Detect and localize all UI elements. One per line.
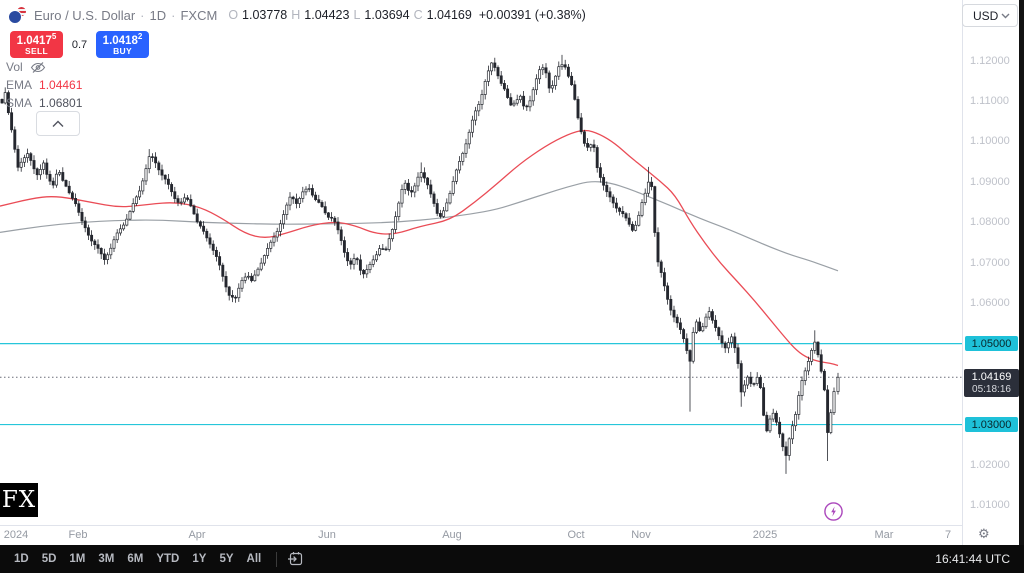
price-tick-label: 1.01000 — [970, 499, 1010, 512]
time-tick-label[interactable]: Apr — [188, 529, 206, 541]
time-axis[interactable]: 2024 Feb Apr Jun Aug Oct Nov 2025 Mar 7 — [0, 525, 1019, 545]
window-edge — [1019, 0, 1024, 545]
time-tick-label[interactable]: 2024 — [3, 529, 29, 541]
sell-button[interactable]: 1.04175 SELL — [10, 31, 63, 58]
level-price-label: 1.03000 — [965, 417, 1018, 433]
price-axis[interactable]: 1.04169 05:18:16 1.12000 1.11000 1.10000 1.… — [962, 0, 1019, 545]
range-button-1d[interactable]: 1D — [14, 553, 29, 565]
level-price-label: 1.05000 — [965, 336, 1018, 352]
candlestick-chart[interactable] — [0, 0, 962, 525]
lightning-event-icon[interactable] — [823, 501, 844, 522]
gear-icon[interactable]: ⚙ — [978, 527, 990, 542]
sma-value: 1.06801 — [39, 96, 83, 110]
symbol-title[interactable]: Euro / U.S. Dollar — [34, 7, 136, 23]
current-price-value: 1.04169 — [971, 370, 1012, 383]
exchange-label[interactable]: FXCM — [180, 7, 218, 23]
time-tick-label[interactable]: Nov — [631, 529, 651, 541]
sma-legend-row[interactable]: SMA 1.06801 — [6, 94, 82, 112]
buy-price-fraction: 2 — [137, 32, 143, 42]
chevron-down-icon — [1001, 13, 1010, 18]
header-separator: · — [140, 7, 145, 23]
low-value: 1.03694 — [364, 8, 410, 22]
price-tick-label: 1.07000 — [970, 256, 1010, 269]
header-separator: · — [171, 7, 176, 23]
interval-label[interactable]: 1D — [149, 7, 167, 23]
price-tick-label: 1.08000 — [970, 216, 1010, 229]
high-key: H — [291, 8, 301, 22]
volume-label: Vol — [6, 60, 23, 74]
buy-button[interactable]: 1.04182 BUY — [96, 31, 149, 58]
sell-price-fraction: 5 — [51, 32, 57, 42]
low-key: L — [353, 8, 361, 22]
time-tick-label[interactable]: Mar — [874, 529, 894, 541]
utc-clock: 16:41:44 UTC — [935, 552, 1010, 566]
trade-panel: 1.04175 SELL 0.7 1.04182 BUY — [10, 31, 149, 58]
calendar-icon — [288, 552, 303, 566]
ohlc-readout: O 1.03778 H 1.04423 L 1.03694 C 1.04169 — [228, 8, 472, 22]
range-button-3m[interactable]: 3M — [98, 553, 115, 565]
change-readout: +0.00391 (+0.38%) — [478, 8, 586, 22]
currency-dropdown[interactable]: USD — [962, 4, 1018, 27]
range-button-1y[interactable]: 1Y — [192, 553, 207, 565]
range-button-1m[interactable]: 1M — [69, 553, 86, 565]
price-tick-label: 1.02000 — [970, 459, 1010, 471]
go-to-date-button[interactable] — [287, 551, 304, 567]
price-tick-label: 1.09000 — [970, 175, 1010, 188]
open-value: 1.03778 — [242, 8, 288, 22]
buy-label: BUY — [113, 45, 132, 56]
range-button-all[interactable]: All — [246, 553, 262, 565]
toolbar-divider — [276, 551, 278, 567]
price-tick-label: 1.12000 — [970, 54, 1010, 67]
high-value: 1.04423 — [304, 8, 350, 22]
price-tick-label: 1.06000 — [970, 297, 1010, 310]
open-key: O — [228, 8, 239, 22]
volume-legend-row[interactable]: Vol — [6, 58, 82, 76]
range-selector: 1D 5D 1M 3M 6M YTD 1Y 5Y All — [14, 553, 274, 565]
bar-countdown: 05:18:16 — [972, 383, 1011, 395]
eur-flag-icon — [8, 10, 22, 24]
ema-label: EMA — [6, 78, 33, 92]
currency-pair-logo-icon — [8, 6, 27, 24]
buy-price: 1.0418 — [102, 34, 138, 47]
time-tick-label[interactable]: Oct — [567, 529, 585, 541]
sell-label: SELL — [25, 45, 48, 56]
close-key: C — [413, 8, 423, 22]
range-button-5y[interactable]: 5Y — [219, 553, 234, 565]
sma-label: SMA — [6, 96, 33, 110]
ema-value: 1.04461 — [39, 78, 83, 92]
close-value: 1.04169 — [426, 8, 472, 22]
range-button-5d[interactable]: 5D — [41, 553, 57, 565]
ema-legend-row[interactable]: EMA 1.04461 — [6, 76, 82, 94]
sell-price: 1.0417 — [16, 34, 52, 47]
current-price-label: 1.04169 05:18:16 — [964, 369, 1019, 398]
time-tick-label[interactable]: 7 — [944, 529, 952, 541]
price-tick-label: 1.11000 — [970, 94, 1009, 107]
bottom-toolbar: 1D 5D 1M 3M 6M YTD 1Y 5Y All 16:41:44 UTC — [0, 545, 1024, 573]
time-tick-label[interactable]: Jun — [318, 529, 336, 541]
time-tick-label[interactable]: Feb — [68, 529, 88, 541]
symbol-header: Euro / U.S. Dollar · 1D · FXCM O 1.03778 … — [8, 6, 586, 24]
indicator-legend: Vol EMA 1.04461 SMA 1.06801 — [6, 58, 82, 112]
currency-value: USD — [973, 8, 999, 23]
eye-off-icon[interactable] — [30, 61, 46, 74]
price-tick-label: 1.10000 — [970, 135, 1010, 148]
range-button-ytd[interactable]: YTD — [156, 553, 180, 565]
range-button-6m[interactable]: 6M — [127, 553, 144, 565]
time-tick-label[interactable]: 2025 — [752, 529, 778, 541]
time-tick-label[interactable]: Aug — [442, 529, 462, 541]
pane-collapse-button[interactable] — [36, 111, 80, 136]
spread-value: 0.7 — [71, 38, 88, 51]
chevron-up-icon — [52, 120, 64, 127]
fx-watermark-logo: FX — [0, 483, 38, 517]
